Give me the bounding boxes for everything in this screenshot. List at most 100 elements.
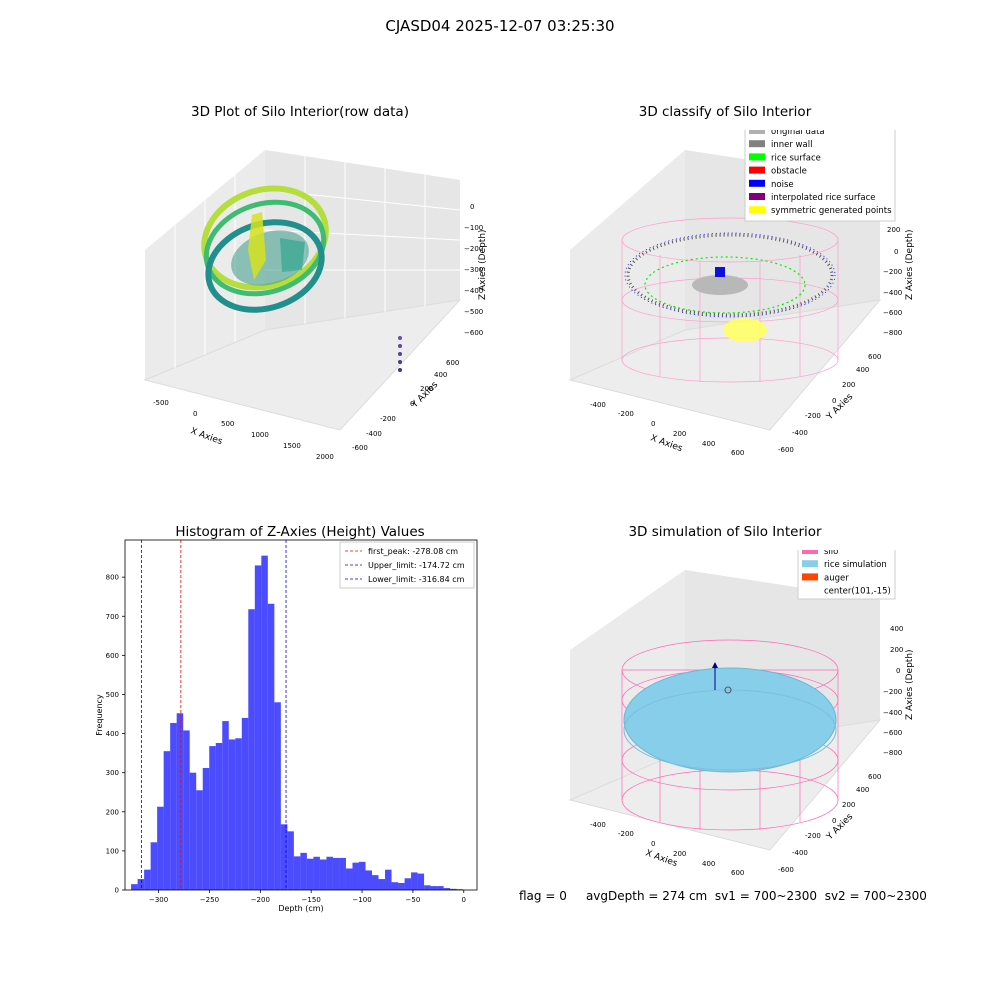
y-tick-label: 800 (106, 574, 119, 582)
histogram-bar (417, 873, 425, 890)
histogram-bar (248, 609, 255, 890)
histogram-bar (391, 882, 399, 890)
histogram-bar (274, 702, 281, 890)
histogram-bar (404, 878, 412, 890)
svg-text:−200: −200 (883, 268, 902, 276)
svg-text:-400: -400 (366, 430, 382, 438)
histogram-legend: first_peak: -278.08 cm Upper_limit: -174.… (339, 541, 475, 589)
y-tick-label: 500 (106, 691, 119, 699)
y-tick-label: 600 (106, 652, 119, 660)
svg-text:0: 0 (651, 840, 655, 848)
x-tick-label: −150 (302, 896, 321, 904)
legend-label: rice surface (771, 153, 821, 163)
histogram-bar (352, 862, 359, 890)
histogram-bar (196, 790, 203, 890)
histogram-bar (176, 713, 184, 890)
svg-text:200: 200 (420, 385, 433, 393)
svg-text:-500: -500 (153, 399, 169, 407)
legend-label: interpolated rice surface (771, 193, 876, 203)
histogram-bar (287, 831, 294, 890)
legend-swatch (749, 140, 765, 148)
histogram-bar (306, 858, 314, 890)
y-tick-label: 200 (106, 808, 119, 816)
avg-depth-text: avgDepth = 274 cm (585, 889, 708, 903)
legend-swatch (749, 166, 765, 174)
svg-text:200: 200 (842, 801, 855, 809)
svg-text:200: 200 (842, 381, 855, 389)
histogram-xlabel: Depth (cm) (278, 904, 323, 913)
histogram-bar (326, 856, 333, 890)
histogram-bar (300, 852, 307, 890)
svg-text:−100: −100 (464, 224, 483, 232)
classify-ylabel: Y Axies (824, 392, 855, 423)
histogram-bar (378, 879, 386, 890)
x-tick-label: 0 (462, 896, 466, 904)
classify-3d-plot[interactable]: original data inner wall rice surface obsta… (560, 130, 920, 460)
legend-label: Upper_limit: -174.72 cm (368, 561, 465, 570)
svg-text:−600: −600 (464, 329, 483, 337)
y-tick-label: 700 (106, 613, 119, 621)
x-tick-label: −250 (200, 896, 219, 904)
svg-text:-600: -600 (352, 444, 368, 452)
y-tick-label: 100 (106, 847, 119, 855)
raw-zticks: 0 −100 −200 −300 −400 −500 −600 (464, 203, 483, 337)
svg-text:-200: -200 (618, 410, 634, 418)
histogram-bar (235, 738, 242, 890)
legend-label: rice simulation (824, 560, 887, 570)
svg-text:600: 600 (446, 359, 459, 367)
legend-label: obstacle (771, 167, 807, 177)
legend-label: auger (824, 573, 849, 583)
svg-text:−800: −800 (883, 329, 902, 337)
svg-text:1000: 1000 (251, 431, 269, 439)
legend-label: center(101,-15) (824, 587, 891, 597)
svg-text:-200: -200 (805, 412, 821, 420)
svg-text:−200: −200 (883, 688, 902, 696)
flag-text: flag = 0 (519, 889, 567, 903)
histogram-bar (313, 856, 320, 890)
svg-text:200: 200 (673, 850, 686, 858)
svg-text:200: 200 (887, 226, 900, 234)
svg-text:-600: -600 (778, 866, 794, 874)
histogram-bar (372, 875, 379, 890)
svg-text:0: 0 (410, 400, 414, 408)
sv2-text: sv2 = 700~2300 (824, 889, 927, 903)
histogram-bar (293, 856, 301, 890)
svg-text:−600: −600 (883, 729, 902, 737)
svg-text:400: 400 (702, 440, 715, 448)
legend-label: silo (824, 550, 838, 557)
histogram-yticks: 0 100 200 300 400 500 600 700 800 (106, 574, 125, 895)
svg-text:600: 600 (868, 353, 881, 361)
status-footer: flag = 0 avgDepth = 274 cm sv1 = 700~230… (519, 889, 927, 903)
svg-text:−200: −200 (464, 245, 483, 253)
classify-plot-title: 3D classify of Silo Interior (638, 104, 812, 120)
svg-text:−400: −400 (883, 289, 902, 297)
histogram-bar (437, 886, 444, 890)
raw-xticks: -500 0 500 1000 1500 2000 (153, 399, 334, 460)
svg-text:400: 400 (890, 625, 903, 633)
svg-text:0: 0 (894, 248, 898, 256)
histogram-chart[interactable]: −300 −250 −200 −150 −100 −50 0 0 100 200 300 400 50… (80, 535, 490, 920)
legend-swatch (802, 560, 818, 568)
y-tick-label: 0 (115, 887, 119, 895)
simulation-xticks: -400 -200 0 200 400 600 (590, 821, 744, 877)
svg-text:−600: −600 (883, 309, 902, 317)
classify-xticks: -400 -200 0 200 400 600 (590, 401, 744, 457)
histogram-bar (137, 879, 145, 890)
histogram-bar (163, 751, 171, 890)
svg-text:400: 400 (702, 860, 715, 868)
svg-text:200: 200 (673, 430, 686, 438)
rice-surface-simulation (623, 667, 837, 773)
classified-points (624, 232, 836, 342)
histogram-bar (358, 861, 366, 890)
svg-text:600: 600 (731, 449, 744, 457)
histogram-bar (450, 888, 457, 890)
histogram-ylabel: Frequency (95, 694, 104, 736)
svg-text:-400: -400 (792, 429, 808, 437)
raw-plot-title: 3D Plot of Silo Interior(row data) (191, 104, 409, 120)
svg-text:2000: 2000 (316, 453, 334, 460)
legend-swatch (749, 206, 765, 214)
legend-label: noise (771, 180, 794, 190)
